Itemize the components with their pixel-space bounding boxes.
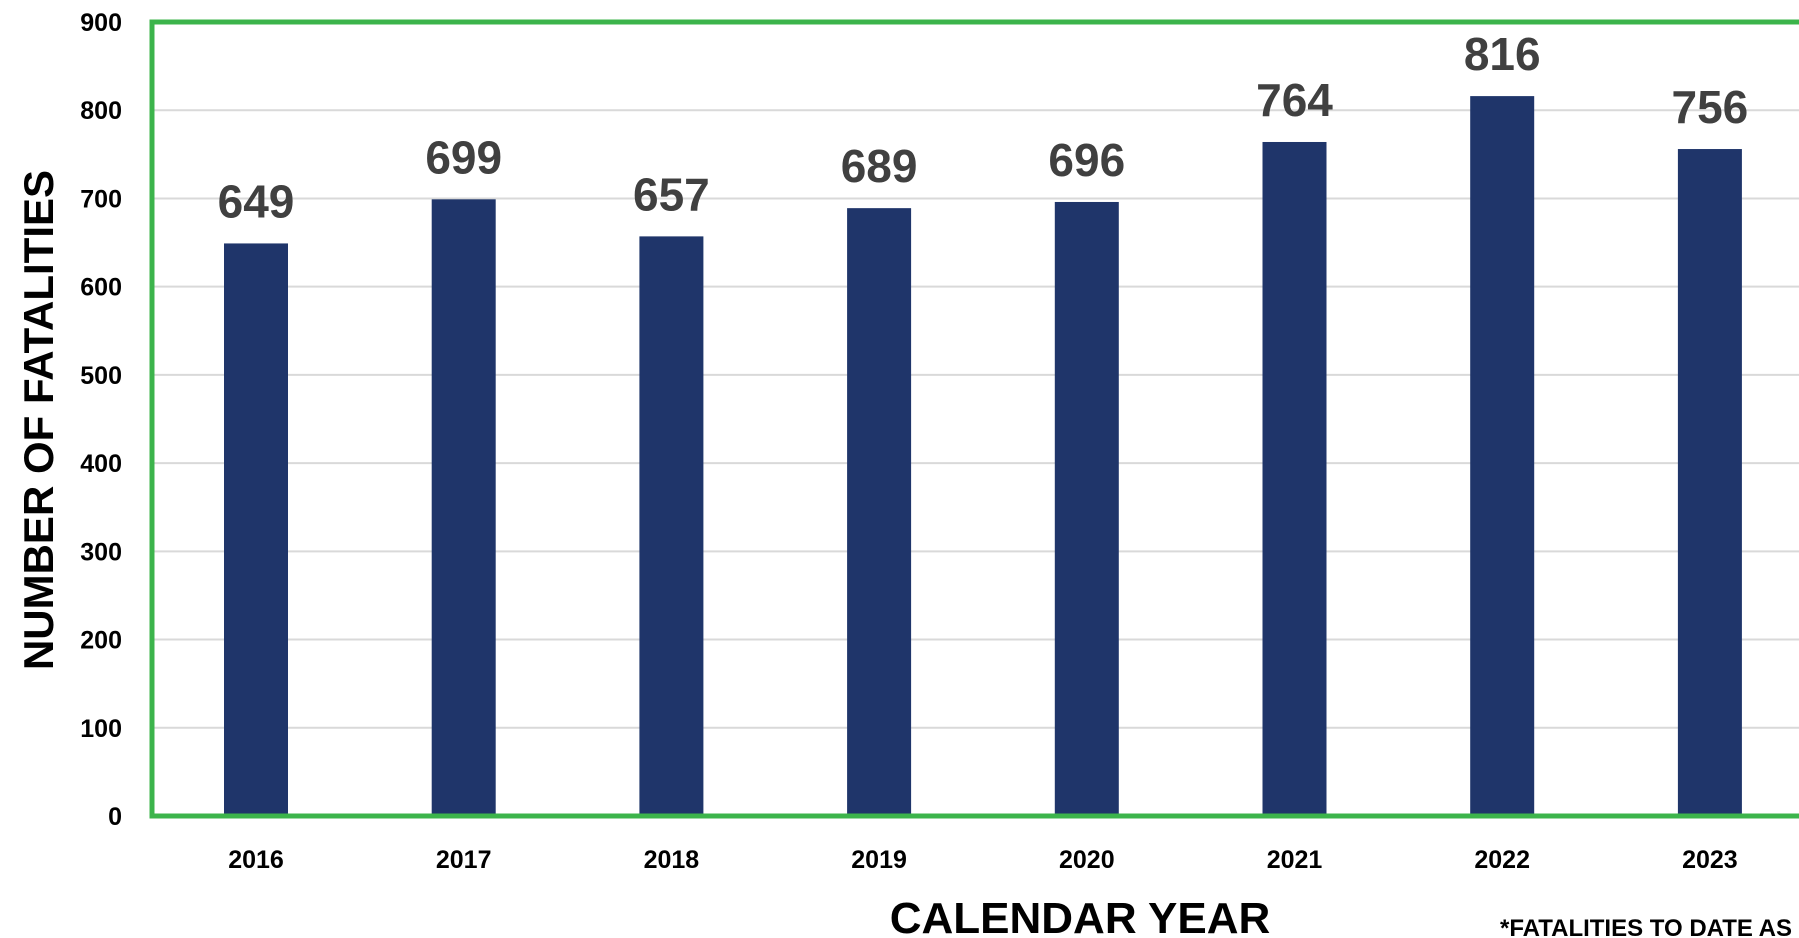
bar-2021	[1262, 141, 1327, 816]
bar-2023	[1677, 149, 1742, 817]
x-tick-label: 2016	[228, 846, 284, 874]
y-tick-label: 400	[80, 450, 122, 478]
data-label-2021: 764	[1256, 74, 1333, 126]
bar-2018	[639, 236, 704, 816]
x-axis-ticks: 2016 2017 2018 2019 2020 2021 2022 2023	[228, 846, 1738, 874]
data-label-2019: 689	[841, 140, 918, 192]
y-tick-label: 100	[80, 715, 122, 743]
bars	[224, 96, 1742, 817]
y-tick-label: 800	[80, 97, 122, 125]
y-tick-label: 900	[80, 9, 122, 37]
bar-2016	[224, 243, 288, 817]
data-label-2020: 696	[1048, 134, 1125, 186]
data-label-2022: 816	[1464, 28, 1541, 80]
bar-2022	[1470, 96, 1535, 816]
bar-2017	[431, 199, 496, 816]
y-tick-label: 500	[80, 362, 122, 390]
y-tick-label: 0	[108, 803, 122, 831]
x-tick-label: 2019	[851, 846, 907, 874]
x-tick-label: 2022	[1474, 846, 1530, 874]
y-tick-label: 700	[80, 185, 122, 213]
y-axis-ticks: 0 100 200 300 400 500 600 700 800 900	[80, 9, 122, 831]
plot-frame	[149, 19, 1799, 819]
gridlines	[152, 109, 1799, 729]
y-tick-label: 300	[80, 538, 122, 566]
y-tick-label: 600	[80, 274, 122, 302]
x-axis-label: CALENDAR YEAR	[890, 894, 1271, 938]
data-label-2023: 756	[1672, 81, 1749, 133]
x-tick-label: 2023	[1682, 846, 1738, 874]
data-label-2016: 649	[218, 175, 295, 227]
x-tick-label: 2021	[1267, 846, 1323, 874]
x-tick-label: 2018	[644, 846, 700, 874]
y-axis-label: NUMBER OF FATALITIES	[15, 170, 62, 670]
x-tick-label: 2017	[436, 846, 492, 874]
x-tick-label: 2020	[1059, 846, 1115, 874]
data-label-2017: 699	[425, 131, 502, 183]
bar-2020	[1054, 201, 1119, 816]
footnote: *FATALITIES TO DATE AS OF OCT	[1500, 915, 1799, 938]
bar-2019	[847, 208, 912, 816]
data-label-2018: 657	[633, 168, 710, 220]
data-labels: 649 699 657 689 696 764 816 756	[218, 28, 1749, 227]
y-tick-label: 200	[80, 627, 122, 655]
